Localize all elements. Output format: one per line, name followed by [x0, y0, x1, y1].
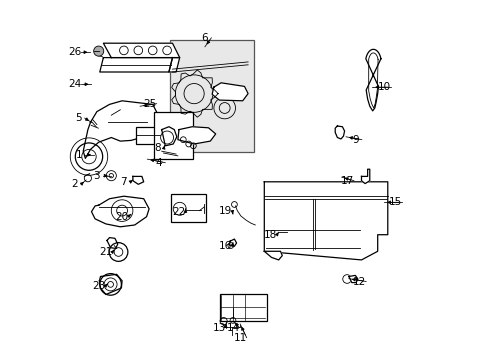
Polygon shape: [103, 43, 179, 58]
Text: 8: 8: [154, 143, 161, 153]
Polygon shape: [361, 169, 369, 184]
Text: 13: 13: [212, 323, 225, 333]
Text: 12: 12: [352, 276, 366, 287]
Bar: [169, 40, 254, 152]
Polygon shape: [178, 127, 215, 144]
Polygon shape: [264, 182, 387, 260]
Text: 20: 20: [115, 212, 128, 222]
Text: 11: 11: [233, 333, 246, 343]
Polygon shape: [335, 126, 344, 139]
Text: 16: 16: [219, 240, 232, 251]
Text: 18: 18: [263, 230, 277, 240]
Text: 17: 17: [340, 176, 353, 186]
Circle shape: [94, 46, 103, 56]
Bar: [220, 294, 266, 321]
Text: 19: 19: [219, 206, 232, 216]
Polygon shape: [133, 176, 143, 184]
Text: 1: 1: [76, 150, 82, 160]
Text: 4: 4: [155, 158, 162, 168]
Text: 25: 25: [143, 99, 157, 109]
Bar: [170, 194, 205, 222]
Text: 10: 10: [377, 82, 390, 92]
Polygon shape: [83, 101, 157, 158]
Text: 22: 22: [172, 207, 185, 217]
Polygon shape: [229, 239, 236, 246]
Text: 2: 2: [71, 179, 78, 189]
Polygon shape: [91, 196, 149, 227]
Polygon shape: [107, 238, 118, 248]
Text: 15: 15: [388, 197, 402, 207]
Polygon shape: [100, 58, 172, 72]
Text: 6: 6: [201, 33, 208, 43]
Polygon shape: [365, 49, 380, 111]
Bar: [153, 112, 192, 159]
Text: 26: 26: [68, 47, 81, 57]
Polygon shape: [264, 251, 282, 260]
Bar: [136, 127, 160, 144]
Text: 14: 14: [226, 323, 239, 333]
Text: 5: 5: [75, 113, 81, 123]
Text: 21: 21: [99, 247, 112, 257]
Polygon shape: [348, 275, 357, 283]
Text: 23: 23: [92, 281, 105, 291]
Text: 9: 9: [351, 135, 358, 145]
Text: 7: 7: [121, 177, 127, 187]
Polygon shape: [162, 127, 177, 146]
Text: 24: 24: [68, 79, 81, 89]
Polygon shape: [212, 83, 247, 101]
Polygon shape: [168, 58, 179, 72]
Polygon shape: [99, 274, 122, 294]
Text: 3: 3: [93, 171, 100, 181]
